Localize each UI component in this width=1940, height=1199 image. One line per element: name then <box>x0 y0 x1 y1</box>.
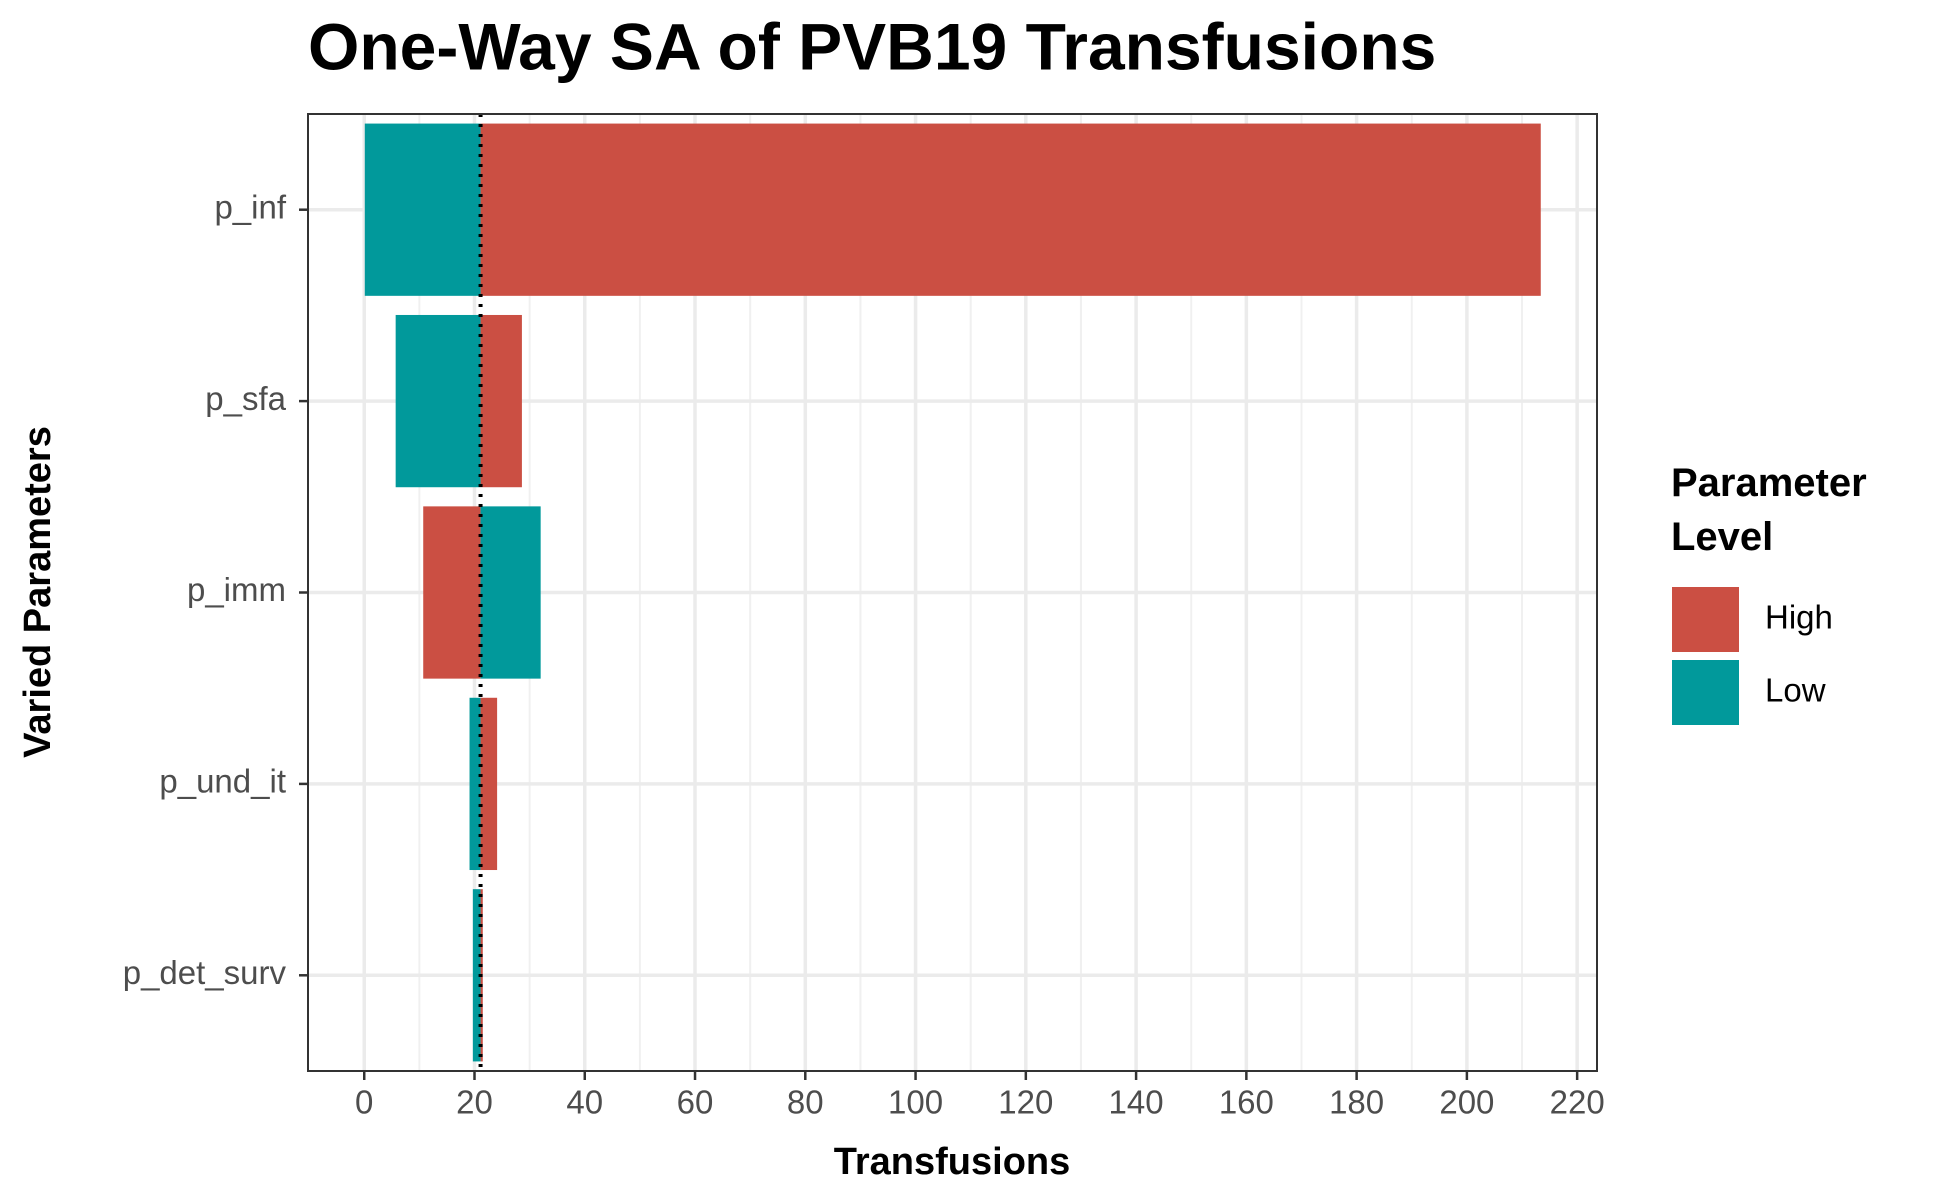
x-tick-label: 200 <box>1439 1084 1494 1121</box>
legend-title: Parameter Level <box>1671 461 1867 559</box>
bar <box>395 314 481 488</box>
bar <box>364 123 481 296</box>
x-tick-label: 80 <box>787 1084 824 1121</box>
legend-key <box>1672 587 1739 652</box>
bar <box>480 506 541 679</box>
plot-border <box>307 113 1598 1072</box>
x-axis-title: Transfusions <box>834 1141 1071 1183</box>
x-tick-label: 140 <box>1109 1084 1164 1121</box>
y-tick-label: p_imm <box>187 571 286 608</box>
y-tick-label: p_und_it <box>159 763 286 800</box>
x-tick-label: 20 <box>456 1084 493 1121</box>
legend-label: Low <box>1765 672 1826 709</box>
y-tick-label: p_inf <box>214 188 286 225</box>
x-tick-label: 60 <box>677 1084 714 1121</box>
x-tick-label: 220 <box>1550 1084 1605 1121</box>
x-tick-label: 160 <box>1219 1084 1274 1121</box>
x-tick-label: 0 <box>355 1084 373 1121</box>
x-tick-label: 120 <box>998 1084 1053 1121</box>
bar <box>480 697 498 871</box>
y-tick-label: p_sfa <box>205 380 286 417</box>
legend-key <box>1672 660 1739 725</box>
bar <box>469 697 481 871</box>
x-tick-label: 180 <box>1329 1084 1384 1121</box>
bar <box>480 314 522 488</box>
bar <box>423 506 481 679</box>
y-axis-title: Varied Parameters <box>17 426 59 758</box>
chart-title: One-Way SA of PVB19 Transfusions <box>308 9 1436 83</box>
x-tick-label: 100 <box>888 1084 943 1121</box>
bar <box>480 123 1541 296</box>
y-tick-label: p_det_surv <box>123 954 287 991</box>
x-tick-label: 40 <box>566 1084 603 1121</box>
bar <box>472 889 481 1062</box>
legend-label: High <box>1765 599 1833 636</box>
